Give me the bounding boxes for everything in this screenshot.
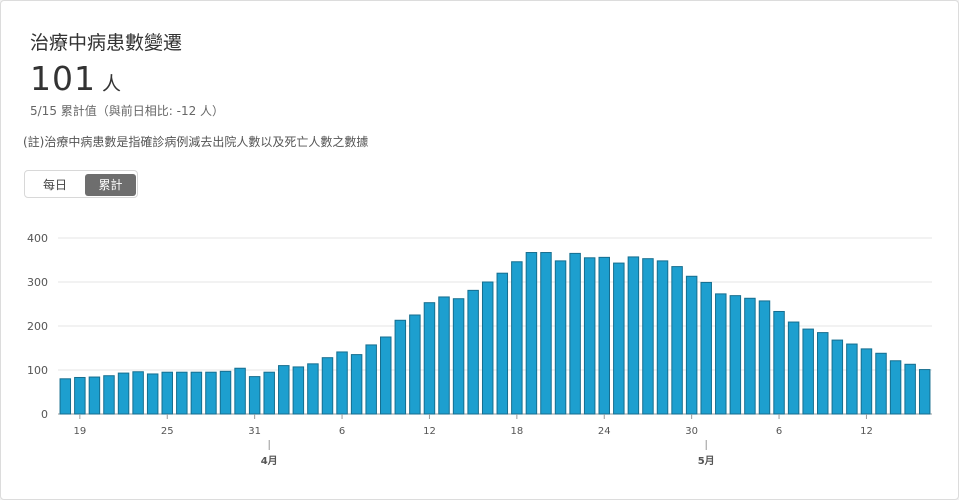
- bar: [758, 300, 771, 415]
- bar: [176, 371, 188, 415]
- bar: [831, 339, 844, 415]
- bar: [438, 296, 450, 415]
- bar: [394, 319, 407, 415]
- bar: [918, 369, 931, 415]
- bar: [467, 289, 479, 415]
- bar: [132, 371, 144, 415]
- x-tick-label: 30: [685, 426, 698, 437]
- current-value-number: 101: [30, 59, 96, 98]
- bar: [875, 352, 887, 415]
- bar: [263, 371, 275, 415]
- daily-cumulative-toggle: 每日 累計: [24, 170, 138, 198]
- bar: [350, 354, 363, 415]
- y-tick-label: 0: [41, 408, 48, 421]
- bar: [336, 351, 348, 415]
- bar: [511, 261, 523, 415]
- x-tick-label: 12: [423, 426, 436, 437]
- bar: [74, 376, 86, 415]
- x-tick-label: 25: [161, 426, 174, 437]
- bar: [627, 256, 640, 415]
- bar: [787, 321, 800, 415]
- bar: [146, 373, 159, 415]
- bar: [802, 328, 814, 415]
- month-label: 5月: [698, 455, 715, 467]
- x-tick-label: 12: [860, 426, 873, 437]
- daily-button[interactable]: 每日: [42, 178, 67, 192]
- bar: [248, 376, 261, 415]
- bar: [423, 302, 436, 415]
- bar: [583, 257, 596, 415]
- bar: [307, 363, 319, 415]
- y-tick-label: 300: [27, 276, 48, 289]
- bar: [569, 252, 581, 415]
- current-value: 101 人: [30, 59, 121, 98]
- bar: [642, 258, 654, 415]
- bar: [409, 314, 421, 415]
- x-tick-label: 19: [73, 426, 86, 437]
- x-tick-label: 6: [339, 426, 345, 437]
- bar: [671, 266, 683, 415]
- bar: [525, 252, 538, 415]
- bar: [904, 363, 916, 415]
- bar: [205, 371, 217, 415]
- bar: [380, 336, 392, 415]
- bar: [161, 371, 173, 415]
- bar: [846, 343, 858, 415]
- bar: [88, 376, 101, 415]
- bar: [103, 375, 115, 415]
- footnote: (註)治療中病患數是指確診病例減去出院人數以及死亡人數之數據: [23, 135, 369, 149]
- x-tick-label: 6: [776, 426, 782, 437]
- x-tick-label: 18: [510, 426, 523, 437]
- month-label: 4月: [261, 455, 278, 467]
- bar: [190, 371, 203, 415]
- bar: [452, 298, 465, 415]
- bar: [817, 332, 829, 415]
- x-tick-label: 24: [598, 426, 611, 437]
- bar: [744, 297, 756, 415]
- page-title: 治療中病患數變遷: [30, 32, 183, 54]
- bar: [292, 366, 305, 415]
- bar: [554, 260, 567, 415]
- bar: [321, 357, 334, 415]
- bar: [685, 275, 698, 415]
- y-tick-label: 400: [27, 232, 48, 245]
- bar: [365, 344, 377, 415]
- bar: [278, 365, 290, 415]
- cumulative-button[interactable]: 累計: [85, 174, 136, 196]
- x-tick-label: 31: [248, 426, 261, 437]
- bar: [234, 367, 246, 415]
- bar: [715, 293, 727, 415]
- bar: [496, 272, 509, 415]
- bar: [117, 372, 130, 415]
- bar: [729, 295, 742, 415]
- bar: [481, 281, 494, 415]
- bar: [59, 378, 72, 415]
- bar: [613, 262, 625, 415]
- bar: [540, 252, 552, 415]
- bar: [656, 260, 669, 415]
- y-tick-label: 100: [27, 364, 48, 377]
- cumulative-subtitle: 5/15 累計值（與前日相比: -12 人）: [30, 104, 225, 118]
- bar: [700, 281, 712, 415]
- bar: [598, 256, 610, 415]
- bar: [889, 360, 902, 415]
- bar: [860, 348, 873, 415]
- bar: [773, 310, 785, 415]
- current-value-unit: 人: [102, 73, 122, 95]
- y-tick-label: 200: [27, 320, 48, 333]
- bar: [219, 370, 232, 415]
